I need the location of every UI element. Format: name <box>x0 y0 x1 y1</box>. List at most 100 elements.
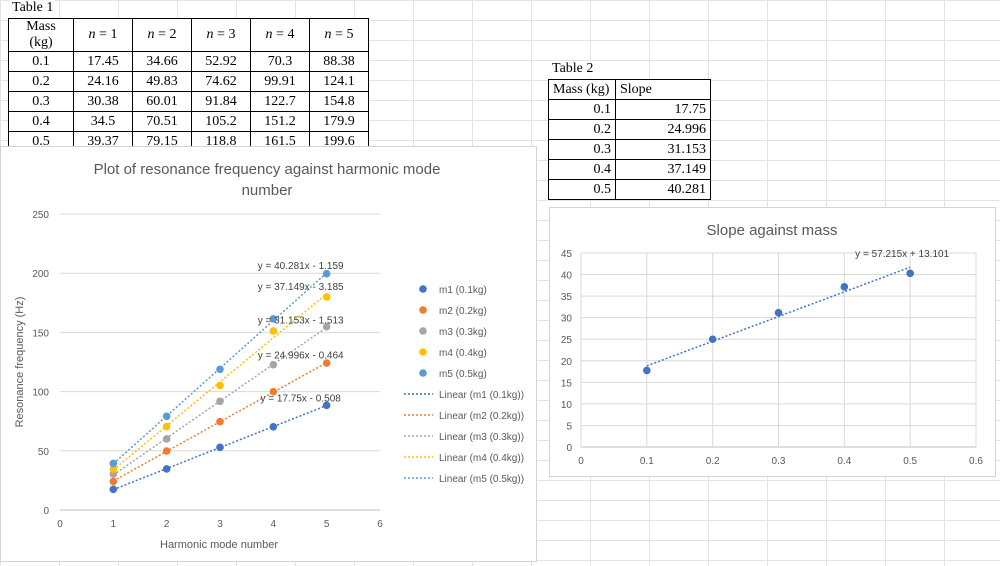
table2-row: 0.1 17.75 <box>548 99 711 120</box>
chart2-trendline <box>646 266 911 367</box>
chart1-point <box>322 293 331 301</box>
chart1-legend-label: Linear (m1 (0.1kg)) <box>439 390 524 401</box>
chart1-point <box>322 401 331 410</box>
chart1-y-tick-label: 0 <box>43 506 49 517</box>
chart1-x-tick-label: 6 <box>377 519 383 530</box>
table1-cell[interactable]: 0.2 <box>8 71 74 92</box>
chart2-trendline-equation: y = 57.215x + 13.101 <box>855 249 949 260</box>
table1-cell[interactable]: 49.83 <box>132 71 192 92</box>
table1-cell[interactable]: 70.51 <box>132 111 192 132</box>
table1-cell[interactable]: 0.3 <box>8 91 74 112</box>
table1-cell[interactable]: 122.7 <box>250 91 310 112</box>
chart1-point <box>322 322 331 331</box>
chart2-x-tick-label: 0.6 <box>969 456 983 467</box>
chart1-point <box>269 327 278 335</box>
chart1-y-tick-label: 150 <box>32 328 49 339</box>
table1-row: 0.1 17.45 34.66 52.92 70.3 88.38 <box>8 51 369 72</box>
chart1-point <box>109 485 118 494</box>
table1-cell[interactable]: 60.01 <box>132 91 192 112</box>
table2-cell[interactable]: 0.1 <box>548 99 616 120</box>
chart1-legend-label: m2 (0.2kg) <box>439 306 487 317</box>
chart-slope-vs-mass[interactable]: Slope against mass 0 5 10 15 20 25 30 35 40 45 0 0.1… <box>549 207 996 477</box>
table1-row: 0.4 34.5 70.51 105.2 151.2 179.9 <box>8 111 369 132</box>
table1-cell[interactable]: 74.62 <box>191 71 251 92</box>
chart1-y-tick-label: 50 <box>38 447 50 458</box>
table2-cell[interactable]: 17.75 <box>615 99 711 120</box>
table1-cell[interactable]: 17.45 <box>73 51 133 72</box>
table1-cell[interactable]: 34.66 <box>132 51 192 72</box>
chart1-point <box>109 459 118 468</box>
chart1-point <box>162 465 171 473</box>
chart1-point <box>109 477 118 486</box>
table1-cell[interactable]: 179.9 <box>309 111 369 132</box>
table1-row: 0.2 24.16 49.83 74.62 99.91 124.1 <box>8 71 369 92</box>
table2-cell[interactable]: 0.4 <box>548 159 616 180</box>
table2-header-cell: Slope <box>615 79 711 100</box>
table1-cell[interactable]: 105.2 <box>191 111 251 132</box>
chart1-svg: Plot of resonance frequency against harm… <box>14 161 524 551</box>
chart1-legend-label: Linear (m4 (0.4kg)) <box>439 453 524 464</box>
chart1-legend-label: Linear (m5 (0.5kg)) <box>439 474 524 485</box>
table1-header-cell: n = 5 <box>309 18 369 52</box>
chart1-y-tick-label: 100 <box>32 388 49 399</box>
table1-cell[interactable]: 151.2 <box>250 111 310 132</box>
chart1-point <box>216 365 224 374</box>
table1-cell[interactable]: 91.84 <box>191 91 251 112</box>
chart2-y-tick-label: 35 <box>561 292 573 303</box>
chart1-point <box>216 417 224 426</box>
chart2-y-tick-label: 10 <box>561 400 573 411</box>
table1-cell[interactable]: 24.16 <box>73 71 133 92</box>
table1-cell[interactable]: 124.1 <box>309 71 369 92</box>
chart1-legend-label: Linear (m3 (0.3kg)) <box>439 432 524 443</box>
table1-cell[interactable]: 99.91 <box>250 71 310 92</box>
table1-cell[interactable]: 0.1 <box>8 51 74 72</box>
table1-cell[interactable]: 52.92 <box>191 51 251 72</box>
chart-frequency-vs-mode[interactable]: Plot of resonance frequency against harm… <box>0 146 537 562</box>
table2-caption: Table 2 <box>550 61 596 77</box>
chart1-trendline-equation: y = 24.996x - 0.464 <box>258 351 344 362</box>
chart1-trendline-equation: y = 40.281x - 1.159 <box>258 261 344 272</box>
chart2-point <box>708 335 717 344</box>
table2-cell[interactable]: 0.3 <box>548 139 616 160</box>
chart2-point <box>840 283 849 291</box>
table2-cell[interactable]: 31.153 <box>615 139 711 160</box>
chart1-title: number <box>242 182 293 199</box>
table2-cell[interactable]: 0.2 <box>548 119 616 140</box>
chart2-x-tick-label: 0.1 <box>640 456 654 467</box>
chart1-legend-marker <box>419 348 427 356</box>
table1-cell[interactable]: 70.3 <box>250 51 310 72</box>
table1-header-cell: n = 1 <box>73 18 133 52</box>
chart1-point <box>216 381 224 390</box>
chart1-legend-marker <box>419 285 427 293</box>
table2-cell[interactable]: 24.996 <box>615 119 711 140</box>
chart1-point <box>109 465 118 473</box>
chart1-legend-label: m3 (0.3kg) <box>439 327 487 338</box>
chart1-trendline-equation: y = 31.153x - 1.513 <box>258 315 344 326</box>
chart1-y-axis-label: Resonance frequency (Hz) <box>14 297 26 428</box>
chart1-legend-label: m4 (0.4kg) <box>439 348 487 359</box>
chart2-point <box>774 308 783 317</box>
table1-cell[interactable]: 30.38 <box>73 91 133 112</box>
table2-cell[interactable]: 37.149 <box>615 159 711 180</box>
chart1-legend-label: m1 (0.1kg) <box>439 285 487 296</box>
chart1-point <box>162 435 171 443</box>
table2-cell[interactable]: 0.5 <box>548 179 616 200</box>
chart2-svg: Slope against mass 0 5 10 15 20 25 30 35 40 45 0 0.1… <box>561 222 984 467</box>
table1-cell[interactable]: 154.8 <box>309 91 369 112</box>
chart1-point <box>216 443 224 452</box>
table1-cell[interactable]: 34.5 <box>73 111 133 132</box>
table1-cell[interactable]: 0.4 <box>8 111 74 132</box>
table2-header-cell: Mass (kg) <box>548 79 616 100</box>
chart2-x-tick-label: 0.5 <box>903 456 917 467</box>
chart1-x-tick-label: 5 <box>324 519 330 530</box>
table1-header-cell: Mass (kg) <box>8 18 74 52</box>
chart1-point <box>216 397 224 406</box>
chart2-x-tick-label: 0.4 <box>837 456 851 467</box>
chart2-y-tick-label: 20 <box>561 357 573 368</box>
table2-cell[interactable]: 40.281 <box>615 179 711 200</box>
chart1-point <box>162 447 171 455</box>
table1-cell[interactable]: 88.38 <box>309 51 369 72</box>
chart1-x-tick-label: 4 <box>271 519 277 530</box>
